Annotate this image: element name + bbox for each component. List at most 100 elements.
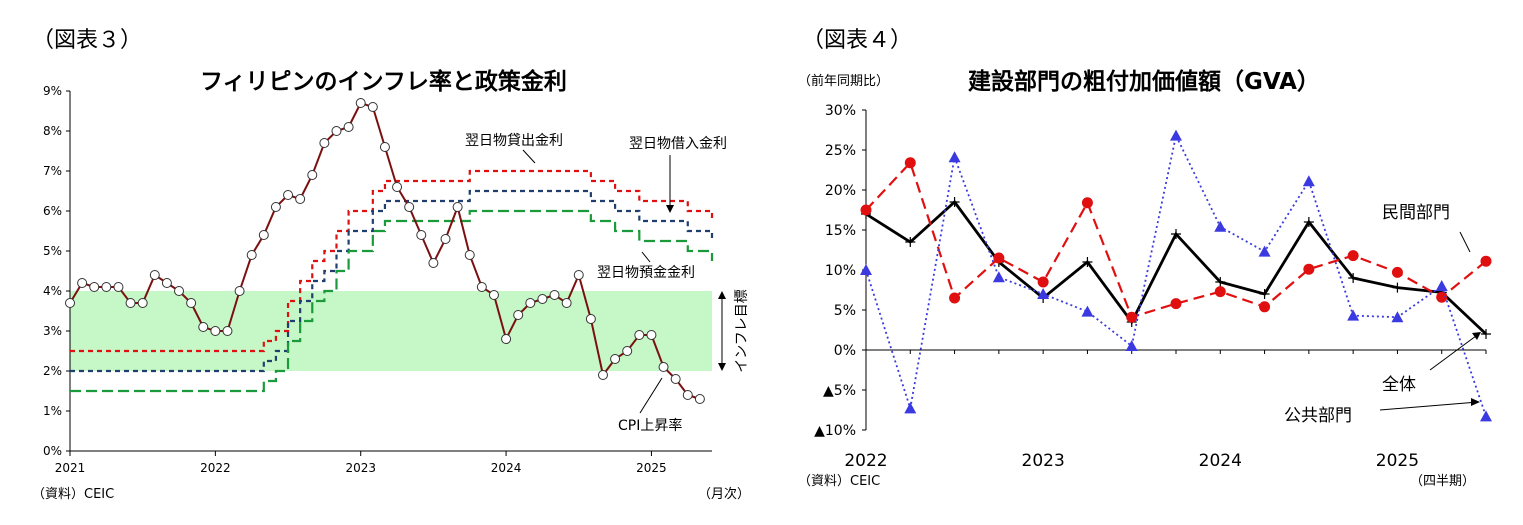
arrow-head <box>666 205 674 213</box>
data-point-cpi <box>270 202 281 212</box>
data-point-public <box>1258 245 1271 257</box>
annotation-total: 全体 <box>1382 375 1416 395</box>
data-point-cpi <box>186 298 197 308</box>
data-point-cpi <box>404 202 415 212</box>
data-point-private <box>1214 286 1226 298</box>
y-tick-label: 6% <box>43 204 62 218</box>
y-tick-label: 30% <box>825 103 856 119</box>
unit-note: （月次） <box>698 487 751 502</box>
data-point-private <box>860 204 872 216</box>
data-point-private <box>949 292 961 304</box>
figure-3-panel: （図表３） フィリピンのインフレ率と政策金利 0% 1% 2% 3% 4% 5% 6% 7% 8… <box>32 28 751 502</box>
data-point-public <box>1214 220 1227 232</box>
data-point-private <box>993 252 1005 264</box>
data-point-cpi <box>537 294 548 304</box>
y-tick-label: 8% <box>43 124 62 138</box>
data-point-cpi <box>234 286 245 296</box>
data-point-cpi <box>610 354 621 364</box>
data-point-private <box>1126 311 1138 323</box>
y-tick-label: 5% <box>834 303 856 319</box>
annotation-public: 公共部門 <box>1284 406 1352 426</box>
annotation-arrow <box>1429 332 1481 371</box>
annotation-cpi: CPI上昇率 <box>618 417 682 434</box>
data-point-private <box>1259 301 1271 313</box>
data-point-cpi <box>634 330 645 340</box>
annotation-arrow <box>639 377 663 414</box>
data-point-cpi <box>283 190 294 200</box>
data-point-cpi <box>161 278 172 288</box>
y-tick-label: 3% <box>43 324 62 338</box>
data-point-private <box>1170 298 1182 310</box>
data-point-public <box>1037 288 1050 299</box>
data-point-cpi <box>137 298 148 308</box>
data-point-cpi <box>513 310 524 320</box>
annotation-arrow <box>1379 401 1479 411</box>
y-tick-label: 9% <box>43 84 62 98</box>
data-point-public <box>992 271 1005 283</box>
data-point-private <box>1391 266 1403 278</box>
annotation-arrow <box>1459 231 1471 253</box>
data-point-public <box>1302 175 1315 187</box>
x-tick-label: 2021 <box>55 461 86 475</box>
data-point-total <box>905 237 916 247</box>
data-point-total <box>1082 257 1093 267</box>
data-point-cpi <box>149 270 160 280</box>
arrow-head <box>1471 398 1480 406</box>
y-unit-label: （前年同期比） <box>798 74 890 89</box>
x-tick-label: 2024 <box>1199 451 1242 471</box>
data-point-cpi <box>573 270 584 280</box>
data-point-cpi <box>258 230 269 240</box>
data-point-total <box>1215 277 1226 287</box>
data-point-total <box>1392 282 1403 293</box>
data-point-cpi <box>488 290 499 300</box>
annotation-private: 民間部門 <box>1382 203 1450 223</box>
x-tick-label: 2022 <box>844 451 887 471</box>
data-point-cpi <box>331 126 342 136</box>
data-point-public <box>948 151 961 163</box>
data-point-cpi <box>622 346 633 356</box>
data-point-private <box>1480 255 1492 267</box>
y-tick-label: 0% <box>834 343 856 359</box>
data-point-cpi <box>89 282 100 292</box>
data-point-public <box>1081 305 1094 317</box>
data-point-cpi <box>428 258 439 268</box>
data-point-cpi <box>125 298 136 308</box>
annotation-borrowing: 翌日物借入金利 <box>629 136 727 152</box>
annotation-lending: 翌日物貸出金利 <box>465 133 563 149</box>
y-tick-label: 4% <box>43 284 62 298</box>
data-point-private <box>904 157 916 169</box>
series-line-public <box>865 132 1487 417</box>
data-point-cpi <box>682 390 693 400</box>
series-line-deposit <box>70 209 714 393</box>
chart-canvas: 0% 1% 2% 3% 4% 5% 6% 7% 8% 9% 2021 2022 2023 2024 2025… <box>43 84 750 475</box>
data-point-total <box>1348 273 1359 283</box>
data-point-cpi <box>65 298 75 308</box>
data-point-total <box>1303 217 1314 227</box>
data-point-cpi <box>319 138 330 148</box>
y-tick-label: 1% <box>43 404 62 418</box>
data-point-cpi <box>295 194 306 204</box>
data-point-cpi <box>379 142 390 152</box>
x-tick-label: 2025 <box>1376 451 1419 471</box>
data-point-private <box>1081 197 1093 209</box>
series-line-lending <box>70 169 714 353</box>
data-point-cpi <box>307 170 318 180</box>
data-point-cpi <box>77 278 88 288</box>
data-point-cpi <box>246 250 257 260</box>
data-point-public <box>860 264 872 275</box>
data-point-total <box>1171 229 1181 239</box>
data-point-cpi <box>476 282 487 292</box>
data-point-cpi <box>355 98 366 108</box>
chart-canvas: ▲10% ▲5% 0% 5% 10% 15% 20% 25% 30% 2022 2023 2024 20… <box>814 103 1492 471</box>
data-point-cpi <box>549 290 560 300</box>
data-point-private <box>1436 291 1448 303</box>
data-point-cpi <box>597 370 608 380</box>
data-point-cpi <box>210 326 221 336</box>
chart-title: フィリピンのインフレ率と政策金利 <box>200 69 567 95</box>
data-point-cpi <box>646 330 657 340</box>
data-point-public <box>1391 311 1404 323</box>
y-tick-label: ▲5% <box>823 383 856 399</box>
data-point-cpi <box>113 282 124 292</box>
data-point-private <box>1037 276 1049 288</box>
data-point-cpi <box>174 286 185 296</box>
